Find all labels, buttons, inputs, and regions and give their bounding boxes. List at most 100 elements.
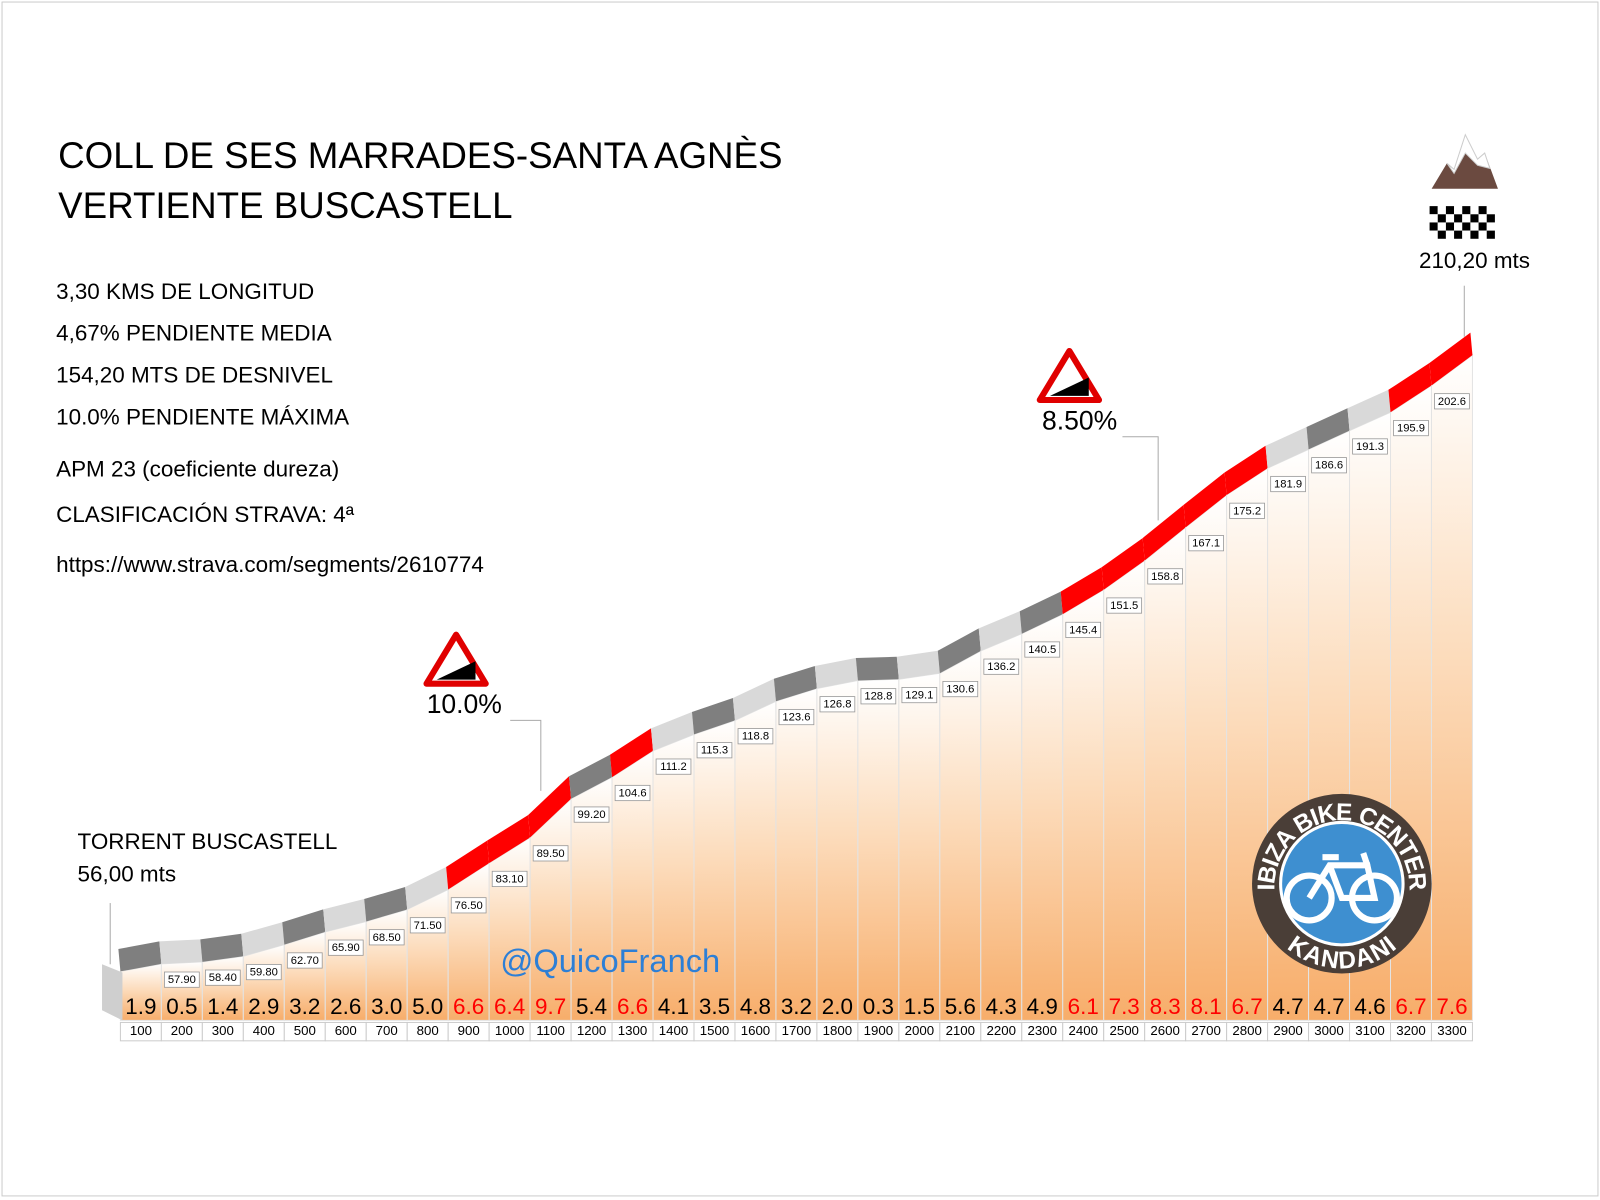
x-tick-label: 1800 (823, 1023, 852, 1038)
gradient-label: 4.7 (1272, 994, 1303, 1019)
x-tick-label: 2900 (1273, 1023, 1302, 1038)
elevation-label-box (1352, 438, 1388, 455)
flag-cell (1486, 206, 1495, 215)
logo-center (1279, 820, 1405, 947)
stats: 3,30 KMS DE LONGITUD 4,67% PENDIENTE MEDI… (56, 279, 484, 577)
elevation-column (1021, 613, 1064, 1021)
gradient-ribbon (855, 656, 899, 681)
x-tick-label: 2500 (1109, 1023, 1138, 1038)
gradient-ribbon (1183, 472, 1227, 528)
gradient-ribbon (1429, 332, 1473, 386)
elevation-label-box (491, 870, 528, 887)
elevation-label-box (1393, 420, 1429, 437)
elevation-label-box (450, 897, 487, 914)
flag-cell (1470, 230, 1479, 239)
mountain-icon (1431, 134, 1498, 189)
gradient-ribbon (446, 840, 490, 890)
gradient-ribbon (282, 909, 326, 945)
gradient-label: 4.1 (658, 994, 689, 1019)
gradient-label: 4.9 (1027, 994, 1058, 1019)
x-tick-label: 800 (417, 1023, 439, 1038)
elevation-label: 130.6 (946, 684, 974, 696)
bike-icon (1283, 852, 1401, 924)
elevation-label-box (409, 917, 446, 934)
elevation-label: 136.2 (987, 661, 1015, 673)
elevation-label: 129.1 (905, 690, 933, 702)
gradient-label: 6.7 (1395, 994, 1426, 1019)
elevation-column (1226, 467, 1269, 1021)
elevation-label-box (778, 708, 815, 726)
stat-line: 10.0% PENDIENTE MÁXIMA (56, 404, 349, 429)
elevation-label: 57.90 (168, 974, 196, 986)
x-tick-label: 1100 (536, 1023, 565, 1038)
gradient-ribbon (1265, 426, 1309, 469)
gradient-label: 6.1 (1068, 994, 1099, 1019)
stat-line: CLASIFICACIÓN STRAVA: 4ª (56, 502, 355, 527)
elevation-label-box (819, 696, 856, 713)
flag-cell (1462, 230, 1471, 239)
elevation-label-box (164, 971, 200, 988)
gradient-label: 0.3 (863, 994, 894, 1019)
flag-cell (1462, 214, 1471, 223)
flag-cell (1437, 206, 1446, 215)
flag-cell (1429, 206, 1438, 215)
gradient-ribbon (650, 711, 695, 751)
gradient-label: 2.9 (248, 994, 279, 1019)
elevation-label: 115.3 (701, 745, 728, 757)
elevation-label: 104.6 (619, 787, 647, 799)
elevation-label: 158.8 (1151, 571, 1179, 583)
stat-line: 4,67% PENDIENTE MEDIA (56, 321, 332, 346)
x-tick-label: 1000 (495, 1023, 524, 1038)
x-tick-box (1430, 1021, 1473, 1042)
elevation-label: 118.8 (742, 731, 769, 743)
annotation: 10.0% (427, 689, 502, 719)
flag-cell (1454, 214, 1463, 223)
elevation-label: 65.90 (332, 942, 360, 954)
flag-cell (1486, 222, 1495, 231)
x-tick-label: 2700 (1191, 1023, 1220, 1038)
elevation-label-box (245, 963, 282, 981)
flag-cell (1470, 222, 1479, 231)
flag-cell (1445, 230, 1455, 239)
elevation-column (529, 797, 572, 1021)
elevation-label: 175.2 (1233, 505, 1261, 517)
elevation-label: 195.9 (1397, 423, 1425, 435)
elevation-label-box (983, 658, 1020, 675)
elevation-label: 202.6 (1438, 396, 1466, 408)
start-elevation: 56,00 mts (78, 861, 177, 886)
elevation-label-box (1147, 568, 1183, 585)
elevation-label: 59.80 (250, 967, 278, 979)
gradient-label: 4.6 (1354, 994, 1385, 1019)
x-tick-label: 3200 (1396, 1023, 1425, 1038)
elevation-label: 167.1 (1192, 538, 1220, 550)
side-face (102, 964, 123, 1021)
elevation-column (734, 700, 777, 1021)
flag-cell (1437, 214, 1446, 223)
x-tick-label: 600 (335, 1023, 357, 1038)
flag-cell (1445, 222, 1455, 231)
elevation-label: 181.9 (1274, 479, 1302, 491)
elevation-label-box (1270, 475, 1306, 493)
gradient-ribbon (405, 867, 449, 910)
gradient-ribbon (814, 658, 858, 689)
flag-cell (1445, 214, 1455, 223)
leader (1122, 436, 1159, 521)
gradient-label: 2.0 (822, 994, 853, 1019)
elevation-label-box (1106, 597, 1143, 614)
gradient-label: 3.2 (289, 994, 320, 1019)
gradient-ribbon (364, 887, 408, 922)
elevation-label-box (286, 952, 323, 969)
gradient-ribbon (241, 922, 285, 957)
flag-cell (1429, 230, 1438, 239)
gradient-label: 3.5 (699, 994, 730, 1019)
gradient-ribbon (1142, 504, 1186, 561)
finish-flag (1429, 206, 1495, 239)
elevation-column (1430, 354, 1473, 1021)
gradient-ribbon (691, 697, 735, 735)
gradient-label: 5.0 (412, 994, 443, 1019)
elevation-label-box (1188, 535, 1224, 552)
x-tick-label: 1300 (618, 1023, 647, 1038)
x-tick-label: 1200 (577, 1023, 606, 1038)
gradient-label: 7.6 (1436, 994, 1467, 1019)
elevation-label-box (327, 939, 364, 956)
